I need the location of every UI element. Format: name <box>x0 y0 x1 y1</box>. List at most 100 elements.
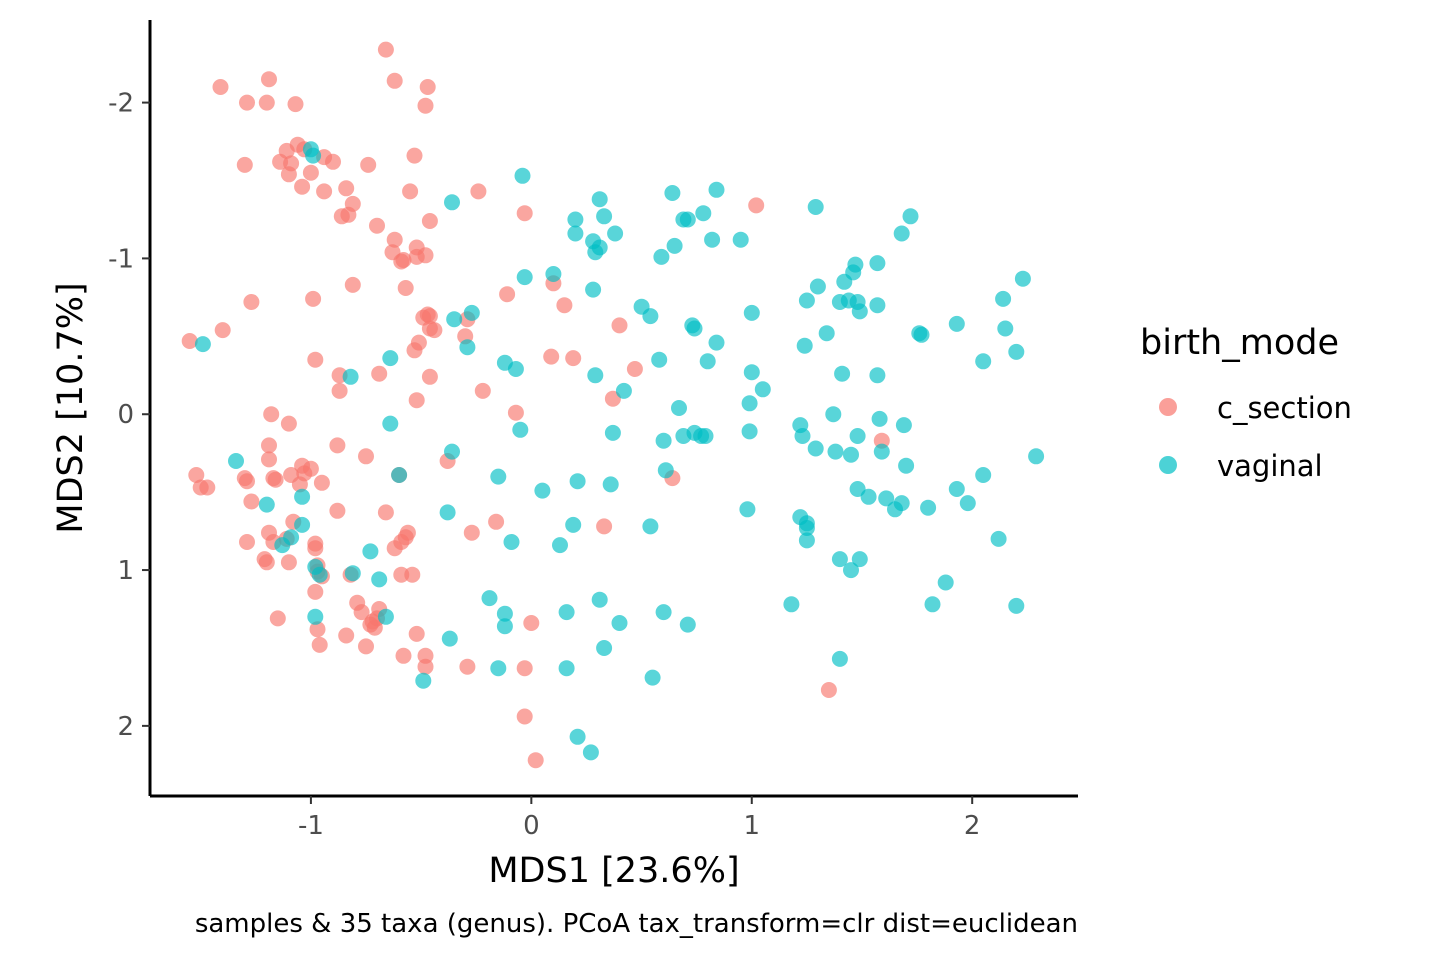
point-vaginal-145 <box>783 596 800 613</box>
point-vaginal-88 <box>843 446 859 463</box>
point-c-section-38 <box>516 205 533 222</box>
point-vaginal-16 <box>567 225 584 242</box>
point-c-section-28 <box>333 208 350 225</box>
point-vaginal-91 <box>898 457 915 474</box>
point-vaginal-98 <box>602 476 619 493</box>
point-vaginal-52 <box>948 315 965 332</box>
point-vaginal-51 <box>913 326 930 343</box>
point-vaginal-115 <box>439 504 456 521</box>
point-vaginal-143 <box>655 604 672 621</box>
point-vaginal-34 <box>642 308 659 325</box>
point-c-section-118 <box>404 566 421 583</box>
point-vaginal-133 <box>937 574 954 591</box>
point-vaginal-123 <box>503 534 520 550</box>
point-c-section-69 <box>408 392 425 409</box>
point-c-section-2 <box>386 72 403 89</box>
point-vaginal-54 <box>997 320 1014 337</box>
point-c-section-67 <box>474 382 491 399</box>
point-c-section-59 <box>543 348 560 365</box>
point-vaginal-13 <box>695 205 712 222</box>
x-tick-label-2: 1 <box>743 811 760 841</box>
point-vaginal-138 <box>496 605 513 622</box>
point-vaginal-46 <box>851 303 868 320</box>
y-tick-label-4: 2 <box>117 712 134 742</box>
point-c-section-65 <box>421 368 438 385</box>
point-c-section-107 <box>488 513 505 530</box>
point-c-section-112 <box>258 554 275 571</box>
point-c-section-94 <box>243 493 260 510</box>
point-vaginal-92 <box>444 443 460 460</box>
point-vaginal-104 <box>893 495 910 512</box>
point-vaginal-128 <box>344 565 361 582</box>
point-c-section-99 <box>463 524 480 541</box>
point-c-section-108 <box>596 518 613 535</box>
point-vaginal-96 <box>534 482 551 499</box>
point-c-section-132 <box>311 636 328 653</box>
point-vaginal-112 <box>258 496 275 513</box>
point-c-section-70 <box>507 404 524 421</box>
point-vaginal-29 <box>836 273 853 290</box>
point-vaginal-3 <box>591 191 608 208</box>
point-vaginal-8 <box>545 266 562 282</box>
point-vaginal-117 <box>642 518 659 535</box>
point-vaginal-66 <box>754 381 771 398</box>
point-vaginal-9 <box>567 211 584 228</box>
point-c-section-4 <box>212 79 229 95</box>
point-vaginal-42 <box>798 292 815 309</box>
point-c-section-142 <box>820 682 837 698</box>
point-vaginal-140 <box>558 604 575 621</box>
x-tick-label-3: 2 <box>964 811 981 841</box>
point-c-section-75 <box>358 448 374 465</box>
point-vaginal-40 <box>708 334 725 351</box>
point-vaginal-102 <box>878 490 895 507</box>
point-vaginal-78 <box>604 424 621 441</box>
point-vaginal-114 <box>283 529 300 546</box>
point-c-section-120 <box>307 583 324 600</box>
point-vaginal-99 <box>657 462 674 479</box>
point-vaginal-136 <box>1008 597 1025 614</box>
point-vaginal-31 <box>1014 270 1031 287</box>
point-vaginal-39 <box>686 320 703 337</box>
x-ticks: -1 0 1 2 <box>298 796 981 841</box>
point-c-section-90 <box>313 474 330 491</box>
point-c-section-17 <box>236 156 253 173</box>
y-tick-label-3: 1 <box>117 556 134 586</box>
point-vaginal-79 <box>655 432 672 449</box>
point-vaginal-150 <box>644 669 661 686</box>
point-c-section-42 <box>243 294 260 310</box>
point-vaginal-61 <box>507 361 524 377</box>
point-c-section-102 <box>307 540 324 557</box>
point-vaginal-135 <box>990 530 1007 547</box>
point-c-section-133 <box>523 615 540 631</box>
point-c-section-71 <box>263 406 280 423</box>
point-vaginal-95 <box>490 468 507 485</box>
point-c-section-44 <box>499 286 516 303</box>
point-vaginal-10 <box>596 208 613 225</box>
point-c-section-116 <box>393 566 410 583</box>
y-axis-title: MDS2 [10.7%] <box>51 282 91 533</box>
point-c-section-74 <box>329 437 346 454</box>
points-layer <box>181 41 1045 769</box>
point-c-section-7 <box>287 96 304 113</box>
point-vaginal-139 <box>496 618 513 635</box>
point-vaginal-35 <box>463 304 480 321</box>
point-c-section-127 <box>366 619 383 636</box>
point-c-section-62 <box>626 361 643 377</box>
point-c-section-84 <box>188 467 205 483</box>
point-vaginal-41 <box>743 304 760 321</box>
point-vaginal-153 <box>558 660 575 677</box>
x-tick-label-1: 0 <box>523 811 540 841</box>
point-c-section-58 <box>307 351 324 368</box>
point-c-section-3 <box>419 79 436 95</box>
point-c-section-21 <box>294 178 311 195</box>
point-vaginal-22 <box>666 237 683 254</box>
point-vaginal-68 <box>869 367 886 384</box>
point-vaginal-97 <box>569 473 586 490</box>
point-vaginal-75 <box>895 417 912 434</box>
legend-key-c-section <box>1159 398 1177 416</box>
legend: birth_mode c_section vaginal <box>1140 323 1352 483</box>
point-vaginal-15 <box>902 208 919 225</box>
point-c-section-0 <box>377 41 394 58</box>
point-c-section-43 <box>305 290 322 307</box>
point-vaginal-76 <box>382 415 399 432</box>
